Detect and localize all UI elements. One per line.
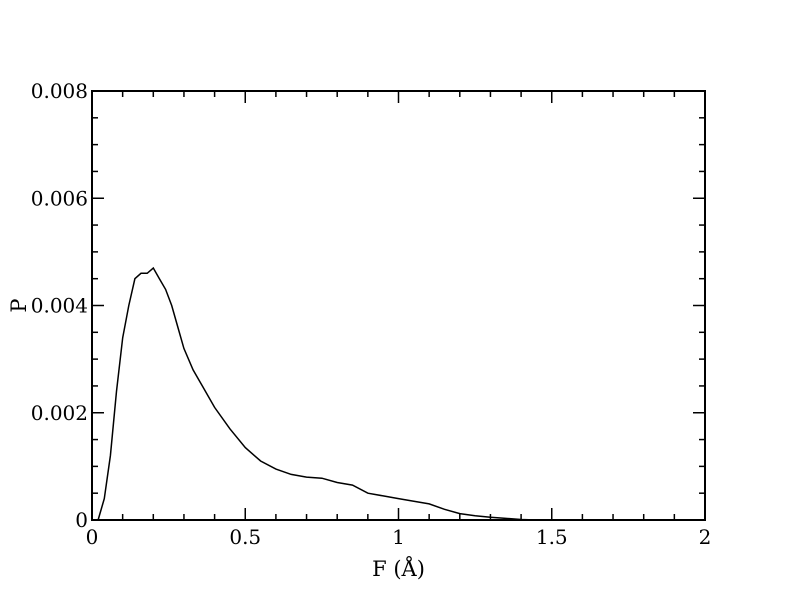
y-tick-label: 0 [75, 508, 88, 532]
axis-ticks [91, 90, 706, 521]
x-axis-label: F (Å) [372, 556, 425, 581]
y-tick-label: 0.008 [31, 79, 88, 103]
y-axis-label: P [7, 298, 31, 312]
y-tick-label: 0.004 [31, 294, 88, 318]
x-tick-label: 0.5 [229, 525, 261, 549]
plot-frame [91, 90, 706, 521]
series-line [97, 266, 537, 521]
x-tick-label: 2 [699, 525, 712, 549]
x-tick-label: 1 [392, 525, 405, 549]
x-tick-label: 1.5 [536, 525, 568, 549]
tick-labels: 0 0.5 1 1.5 2 0 0.002 0.004 0.006 0.008 [31, 79, 712, 549]
y-tick-label: 0.002 [31, 401, 88, 425]
x-tick-label: 0 [86, 525, 99, 549]
y-tick-label: 0.006 [31, 186, 88, 210]
